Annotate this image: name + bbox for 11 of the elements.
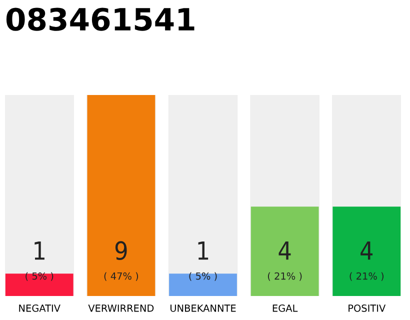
data-label: 9 ( 47% ) (104, 241, 138, 281)
x-tick-label: NEGATIV (19, 304, 60, 312)
x-tick-label: EGAL (272, 304, 298, 312)
data-label: 4 ( 21% ) (268, 241, 302, 281)
x-tick-label: UNBEKANNTE (170, 304, 236, 312)
x-tick-label: VERWIRREND (88, 304, 154, 312)
data-label: 1 ( 5% ) (189, 241, 217, 281)
x-tick-label: POSITIV (348, 304, 386, 312)
data-label: 1 ( 5% ) (26, 241, 54, 281)
data-label: 4 ( 21% ) (350, 241, 384, 281)
chart-title: 083461541 (6, 8, 194, 31)
